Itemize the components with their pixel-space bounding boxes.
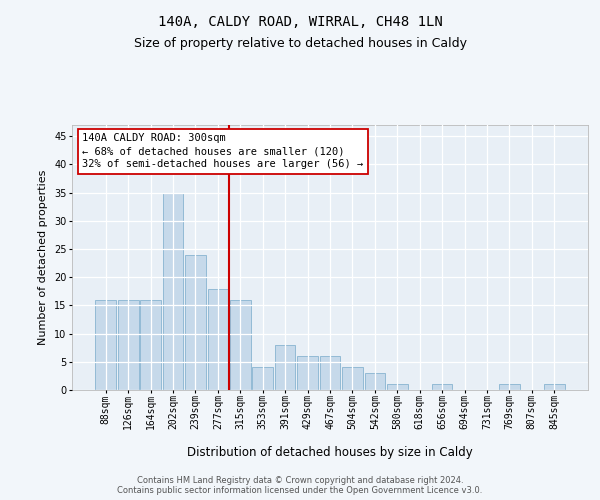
Bar <box>140 300 161 390</box>
Bar <box>297 356 318 390</box>
Text: Distribution of detached houses by size in Caldy: Distribution of detached houses by size … <box>187 446 473 459</box>
Bar <box>432 384 452 390</box>
Bar <box>253 368 273 390</box>
Bar <box>544 384 565 390</box>
Bar <box>342 368 363 390</box>
Text: 140A CALDY ROAD: 300sqm
← 68% of detached houses are smaller (120)
32% of semi-d: 140A CALDY ROAD: 300sqm ← 68% of detache… <box>82 133 364 170</box>
Bar <box>163 192 184 390</box>
Text: Contains HM Land Registry data © Crown copyright and database right 2024.
Contai: Contains HM Land Registry data © Crown c… <box>118 476 482 495</box>
Text: Size of property relative to detached houses in Caldy: Size of property relative to detached ho… <box>133 38 467 51</box>
Bar <box>499 384 520 390</box>
Bar <box>387 384 407 390</box>
Bar <box>320 356 340 390</box>
Bar <box>208 288 228 390</box>
Bar <box>230 300 251 390</box>
Bar <box>95 300 116 390</box>
Text: 140A, CALDY ROAD, WIRRAL, CH48 1LN: 140A, CALDY ROAD, WIRRAL, CH48 1LN <box>158 15 442 29</box>
Bar <box>365 373 385 390</box>
Bar <box>118 300 139 390</box>
Bar <box>185 254 206 390</box>
Bar <box>275 345 295 390</box>
Y-axis label: Number of detached properties: Number of detached properties <box>38 170 49 345</box>
